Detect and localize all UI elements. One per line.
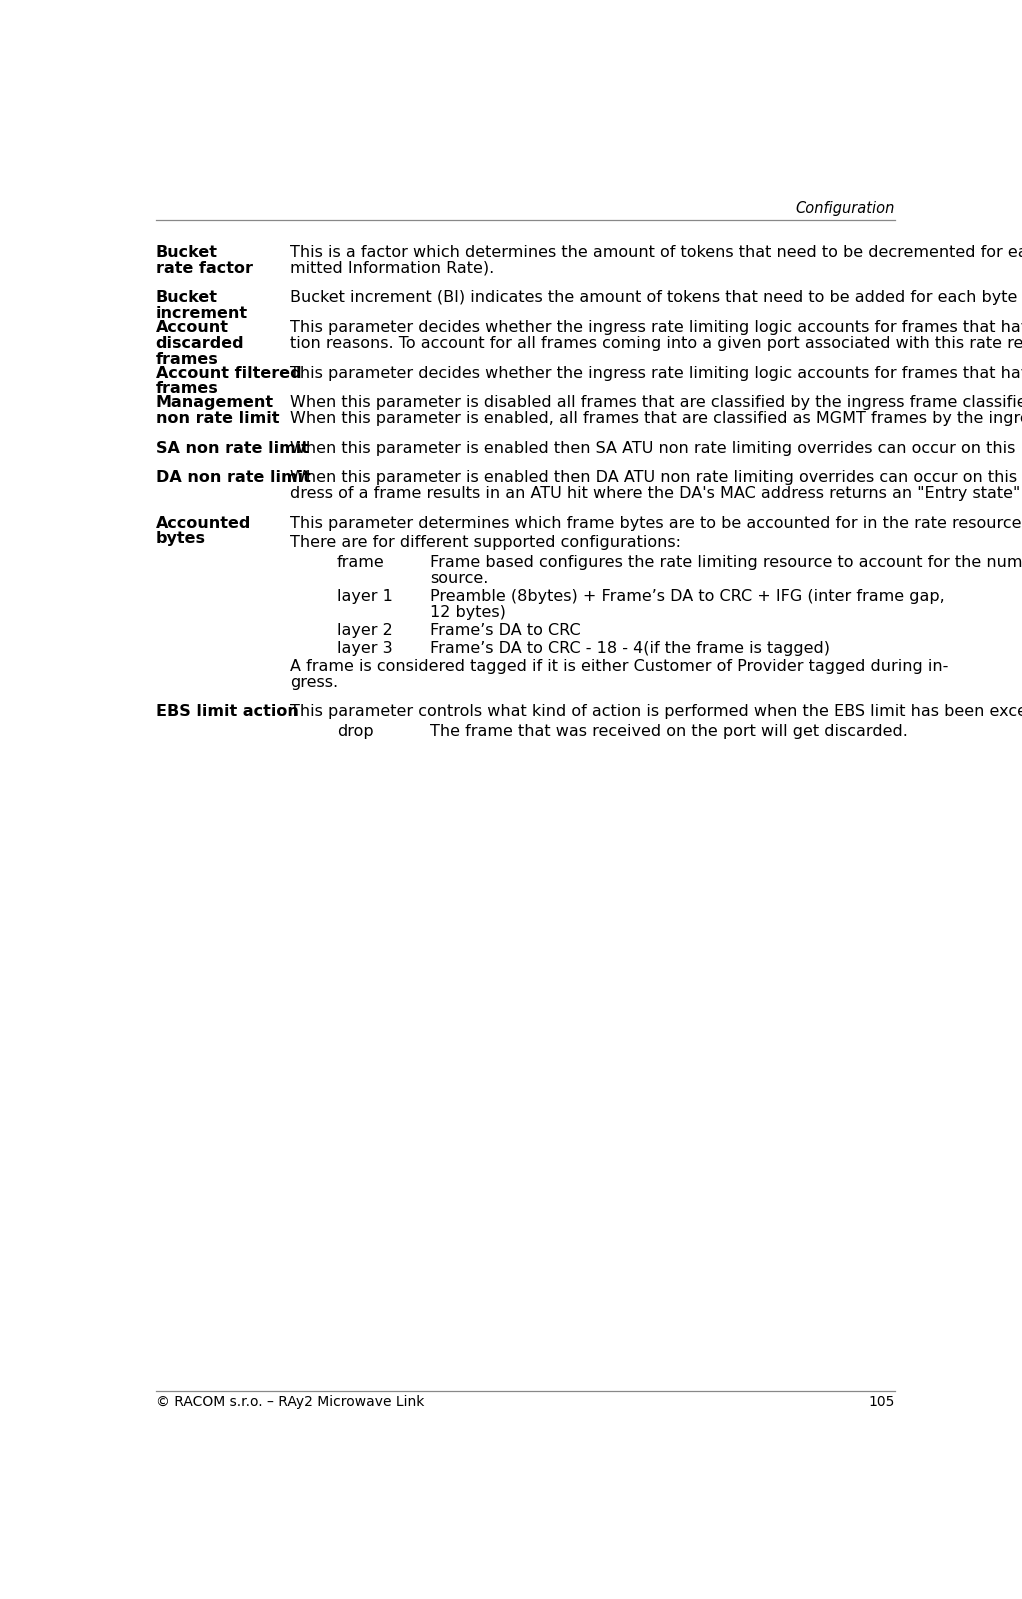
Text: The frame that was received on the port will get discarded.: The frame that was received on the port … (430, 724, 908, 739)
Text: frame: frame (337, 555, 384, 569)
Text: Management: Management (155, 395, 274, 411)
Text: rate factor: rate factor (155, 261, 252, 275)
Text: mitted Information Rate).: mitted Information Rate). (290, 261, 495, 275)
Text: There are for different supported configurations:: There are for different supported config… (290, 536, 682, 550)
Text: When this parameter is enabled, all frames that are classified as MGMT frames by: When this parameter is enabled, all fram… (290, 411, 1022, 425)
Text: 12 bytes): 12 bytes) (430, 604, 506, 619)
Text: discarded: discarded (155, 336, 244, 350)
Text: When this parameter is disabled all frames that are classified by the ingress fr: When this parameter is disabled all fram… (290, 395, 1022, 411)
Text: layer 3: layer 3 (337, 641, 392, 656)
Text: increment: increment (155, 307, 247, 321)
Text: When this parameter is enabled then SA ATU non rate limiting overrides can occur: When this parameter is enabled then SA A… (290, 441, 1022, 456)
Text: This parameter controls what kind of action is performed when the EBS limit has : This parameter controls what kind of act… (290, 704, 1022, 720)
Text: frames: frames (155, 381, 219, 397)
Text: 105: 105 (869, 1394, 895, 1409)
Text: This parameter decides whether the ingress rate limiting logic accounts for fram: This parameter decides whether the ingre… (290, 366, 1022, 381)
Text: Bucket: Bucket (155, 291, 218, 305)
Text: A frame is considered tagged if it is either Customer of Provider tagged during : A frame is considered tagged if it is ei… (290, 659, 948, 673)
Text: drop: drop (337, 724, 374, 739)
Text: Preamble (8bytes) + Frame’s DA to CRC + IFG (inter frame gap,: Preamble (8bytes) + Frame’s DA to CRC + … (430, 588, 944, 604)
Text: non rate limit: non rate limit (155, 411, 279, 425)
Text: layer 2: layer 2 (337, 622, 392, 638)
Text: EBS limit action: EBS limit action (155, 704, 298, 720)
Text: Frame based configures the rate limiting resource to account for the number of f: Frame based configures the rate limiting… (430, 555, 1022, 569)
Text: This parameter determines which frame bytes are to be accounted for in the rate : This parameter determines which frame by… (290, 515, 1022, 531)
Text: frames: frames (155, 352, 219, 366)
Text: This is a factor which determines the amount of tokens that need to be decrement: This is a factor which determines the am… (290, 245, 1022, 261)
Text: source.: source. (430, 571, 489, 585)
Text: tion reasons. To account for all frames coming into a given port associated with: tion reasons. To account for all frames … (290, 336, 1022, 350)
Text: Accounted: Accounted (155, 515, 251, 531)
Text: SA non rate limit: SA non rate limit (155, 441, 309, 456)
Text: layer 1: layer 1 (337, 588, 392, 604)
Text: gress.: gress. (290, 675, 338, 689)
Text: Configuration: Configuration (795, 200, 895, 216)
Text: Frame’s DA to CRC - 18 - 4(if the frame is tagged): Frame’s DA to CRC - 18 - 4(if the frame … (430, 641, 830, 656)
Text: bytes: bytes (155, 531, 205, 547)
Text: dress of a frame results in an ATU hit where the DA's MAC address returns an "En: dress of a frame results in an ATU hit w… (290, 486, 1022, 500)
Text: Bucket: Bucket (155, 245, 218, 261)
Text: Bucket increment (BI) indicates the amount of tokens that need to be added for e: Bucket increment (BI) indicates the amou… (290, 291, 1022, 305)
Text: Account: Account (155, 320, 229, 336)
Text: This parameter decides whether the ingress rate limiting logic accounts for fram: This parameter decides whether the ingre… (290, 320, 1022, 336)
Text: When this parameter is enabled then DA ATU non rate limiting overrides can occur: When this parameter is enabled then DA A… (290, 470, 1022, 484)
Text: Frame’s DA to CRC: Frame’s DA to CRC (430, 622, 580, 638)
Text: DA non rate limit: DA non rate limit (155, 470, 311, 484)
Text: Account filtered: Account filtered (155, 366, 301, 381)
Text: © RACOM s.r.o. – RAy2 Microwave Link: © RACOM s.r.o. – RAy2 Microwave Link (155, 1394, 424, 1409)
